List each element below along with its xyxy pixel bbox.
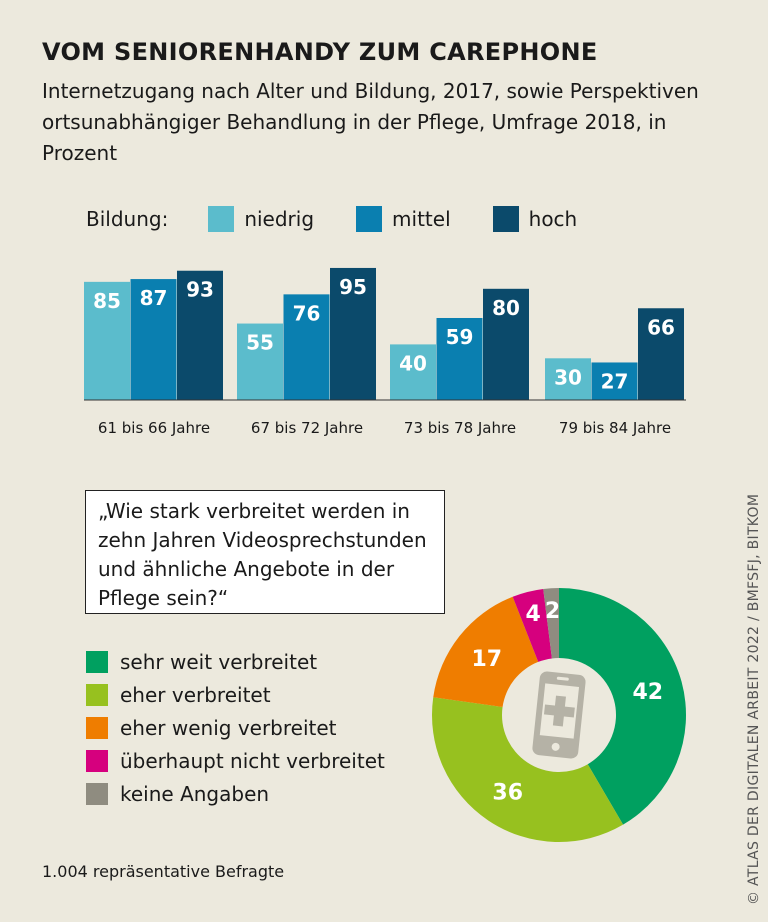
slice-value-label: 2	[545, 599, 560, 624]
legend-label: niedrig	[244, 207, 315, 231]
bar-hoch	[483, 288, 529, 400]
category-label: 61 bis 66 Jahre	[98, 419, 210, 437]
bar-chart: 85 87 93 61 bis 66 Jahre 55 76 95 67 bis 72 Jah…	[84, 267, 686, 437]
bar-value-label: 66	[647, 315, 675, 339]
legend-swatch	[86, 750, 108, 772]
donut-slice	[433, 596, 539, 708]
bar-value-label: 40	[399, 351, 427, 375]
legend-label: eher wenig verbreitet	[120, 716, 337, 740]
legend-label: überhaupt nicht verbreitet	[120, 749, 385, 773]
legend-swatch	[86, 717, 108, 739]
donut-slice	[512, 588, 552, 662]
legend-swatch-niedrig	[208, 206, 235, 232]
legend-swatch	[86, 651, 108, 673]
legend-item: keine Angaben	[86, 782, 269, 806]
bar-mittel	[436, 317, 483, 400]
sample-note: 1.004 repräsentative Befragte	[42, 862, 285, 881]
bar-value-label: 59	[446, 325, 474, 349]
bar-niedrig	[237, 323, 283, 400]
bar-value-label: 93	[186, 278, 214, 302]
question-box: „Wie stark verbreitet werden in zehn Jah…	[85, 490, 445, 614]
bar-value-label: 87	[140, 286, 168, 310]
slice-value-label: 17	[472, 647, 503, 672]
donut-slice	[543, 588, 559, 659]
bar-hoch	[330, 267, 376, 400]
donut-slice	[559, 588, 686, 825]
bar-legend: Bildung: niedrig mittel hoch	[86, 206, 577, 232]
bar-value-label: 55	[246, 331, 274, 355]
category-label: 73 bis 78 Jahre	[404, 419, 516, 437]
bar-mittel	[591, 362, 638, 400]
legend-title: Bildung:	[86, 207, 169, 231]
legend-swatch-mittel	[356, 206, 383, 232]
legend-item: eher verbreitet	[86, 683, 271, 707]
bar-value-label: 95	[339, 275, 367, 299]
bar-hoch	[177, 270, 223, 400]
bar-mittel	[130, 279, 177, 400]
bar-value-label: 80	[492, 296, 520, 320]
legend-swatch	[86, 783, 108, 805]
donut-slice	[432, 697, 624, 842]
category-label: 67 bis 72 Jahre	[251, 419, 363, 437]
bar-value-label: 30	[554, 365, 582, 389]
bar-mittel	[283, 294, 330, 400]
subtitle: Internetzugang nach Alter und Bildung, 2…	[42, 79, 699, 165]
bar-value-label: 76	[293, 301, 321, 325]
bar-value-label: 85	[93, 289, 121, 313]
legend-label: mittel	[392, 207, 451, 231]
slice-value-label: 42	[632, 680, 663, 705]
title: VOM SENIORENHANDY ZUM CAREPHONE	[42, 38, 598, 66]
bar-niedrig	[545, 358, 591, 400]
slice-value-label: 4	[525, 602, 540, 627]
legend-label: hoch	[528, 207, 578, 231]
bar-value-label: 27	[601, 369, 629, 393]
slice-value-label: 36	[492, 780, 523, 805]
legend-label: eher verbreitet	[120, 683, 271, 707]
legend-label: keine Angaben	[120, 782, 270, 806]
smartphone-plus-icon	[532, 671, 586, 759]
legend-label: sehr weit verbreitet	[120, 650, 318, 674]
legend-item: sehr weit verbreitet	[86, 650, 317, 674]
legend-item: eher wenig verbreitet	[86, 716, 337, 740]
category-label: 79 bis 84 Jahre	[559, 419, 671, 437]
legend-swatch-hoch	[492, 206, 519, 232]
legend-swatch	[86, 684, 108, 706]
legend-item: überhaupt nicht verbreitet	[86, 749, 385, 773]
credit: © ATLAS DER DIGITALEN ARBEIT 2022 / BMFS…	[746, 493, 762, 905]
bar-hoch	[638, 308, 684, 400]
bar-niedrig	[390, 344, 436, 400]
bar-niedrig	[84, 281, 130, 400]
